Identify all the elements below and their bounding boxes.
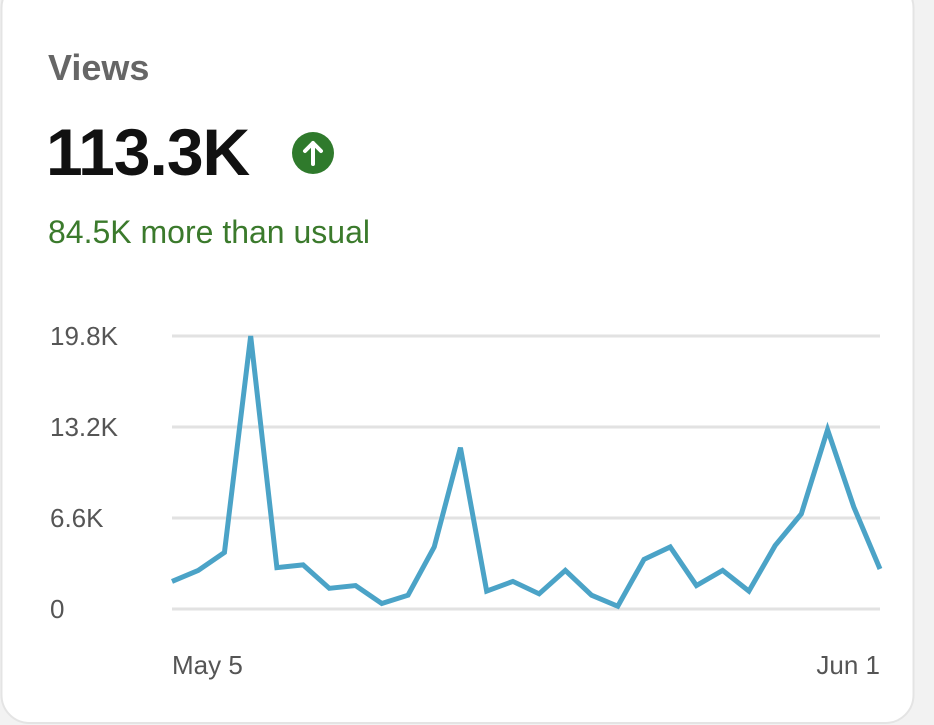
total: 113.3K — [46, 115, 251, 189]
x-tick-label: Jun 1 — [816, 650, 880, 680]
card — [0, 0, 915, 724]
y-tick-label: 0 — [50, 594, 64, 624]
card-title: Views — [48, 47, 149, 88]
y-tick-label: 6.6K — [50, 503, 104, 533]
y-tick-label: 13.2K — [50, 412, 119, 442]
note: 84.5K more than usual — [48, 214, 370, 250]
line — [171, 335, 883, 610]
up-icon — [292, 132, 334, 174]
x-tick-label: May 5 — [172, 650, 243, 680]
y-tick-label: 19.8K — [50, 321, 119, 351]
